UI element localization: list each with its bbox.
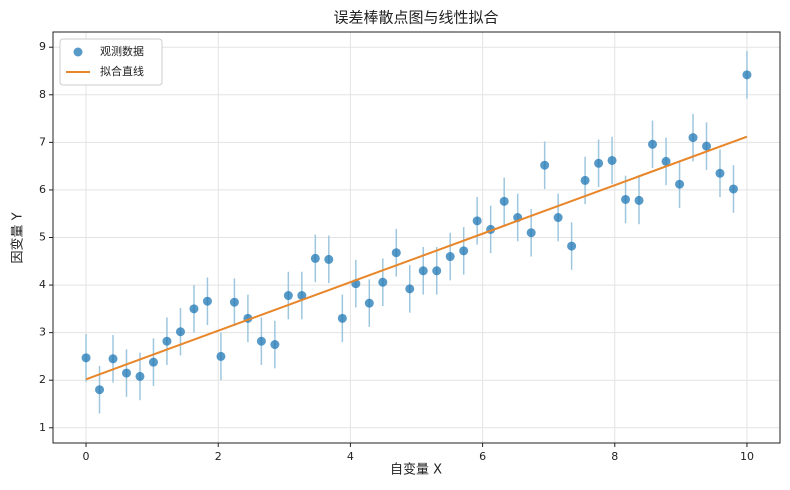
data-point xyxy=(580,175,590,185)
legend-marker xyxy=(73,47,83,57)
data-point xyxy=(202,296,212,306)
x-tick-label: 10 xyxy=(740,450,754,463)
x-tick-label: 8 xyxy=(611,450,618,463)
y-tick-label: 5 xyxy=(39,231,46,244)
data-point xyxy=(391,248,401,258)
data-point xyxy=(445,252,455,262)
data-point xyxy=(472,216,482,226)
data-point xyxy=(189,304,199,314)
fit-line xyxy=(85,135,748,381)
data-point xyxy=(648,139,658,149)
data-point xyxy=(432,266,442,276)
data-point xyxy=(459,246,469,256)
data-point xyxy=(526,228,536,238)
data-point xyxy=(297,291,307,301)
data-point xyxy=(594,158,604,168)
chart-title: 误差棒散点图与线性拟合 xyxy=(333,9,498,27)
y-tick-label: 4 xyxy=(39,278,46,291)
y-tick-label: 1 xyxy=(39,421,46,434)
y-tick-label: 8 xyxy=(39,88,46,101)
data-point xyxy=(148,357,158,367)
y-tick-label: 3 xyxy=(39,326,46,339)
data-point xyxy=(728,184,738,194)
data-point xyxy=(418,266,428,276)
data-point xyxy=(216,351,226,361)
data-point xyxy=(135,371,145,381)
data-point xyxy=(256,336,266,346)
data-point xyxy=(540,160,550,170)
y-tick-label: 7 xyxy=(39,135,46,148)
data-point xyxy=(310,253,320,263)
data-point xyxy=(634,195,644,205)
y-tick-label: 6 xyxy=(39,183,46,196)
data-point xyxy=(661,156,671,166)
data-point xyxy=(742,70,752,80)
data-point xyxy=(108,354,118,364)
data-point xyxy=(81,353,91,363)
data-point xyxy=(621,194,631,204)
data-point xyxy=(715,168,725,178)
x-tick-label: 6 xyxy=(479,450,486,463)
data-point xyxy=(229,297,239,307)
x-tick-label: 0 xyxy=(83,450,90,463)
data-point xyxy=(607,155,617,165)
data-point xyxy=(324,254,334,264)
data-point xyxy=(702,141,712,151)
legend-box xyxy=(59,38,163,86)
y-axis-label: 因变量 Y xyxy=(10,212,26,263)
x-tick-label: 2 xyxy=(215,450,222,463)
legend-label: 观测数据 xyxy=(100,44,144,58)
data-point xyxy=(270,340,280,350)
y-tick-label: 2 xyxy=(39,373,46,386)
y-tick-label: 9 xyxy=(39,40,46,53)
plot-frame xyxy=(52,31,781,444)
data-point xyxy=(675,179,685,189)
x-axis-label: 自变量 X xyxy=(390,462,442,478)
data-point xyxy=(553,213,563,223)
data-point xyxy=(405,284,415,294)
data-point xyxy=(337,313,347,323)
data-point xyxy=(378,277,388,287)
legend-label: 拟合直线 xyxy=(100,64,144,78)
data-point xyxy=(364,298,374,308)
data-point xyxy=(567,241,577,251)
data-point xyxy=(688,133,698,143)
data-point xyxy=(499,196,509,206)
data-point xyxy=(121,368,131,378)
data-point xyxy=(283,291,293,301)
data-point xyxy=(162,336,172,346)
x-tick-label: 4 xyxy=(347,450,354,463)
data-point xyxy=(95,385,105,395)
data-point xyxy=(175,327,185,337)
